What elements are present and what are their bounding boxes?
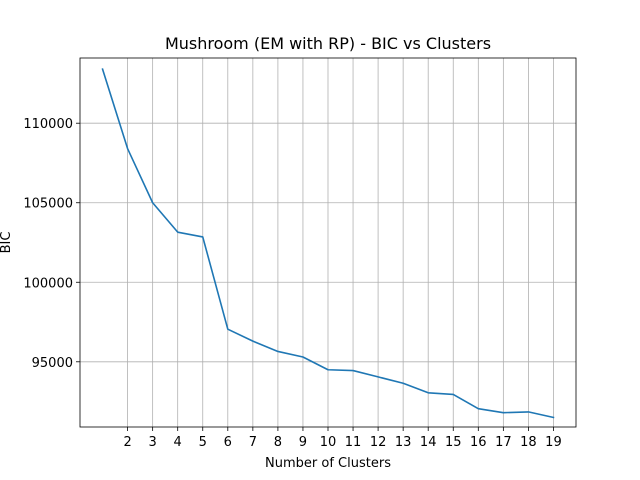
y-tick-label: 110000 <box>23 117 73 132</box>
x-tick-label: 15 <box>445 435 462 450</box>
x-tick-label: 17 <box>495 435 512 450</box>
grid-lines <box>80 58 576 427</box>
x-tick-label: 10 <box>320 435 337 450</box>
x-tick-label: 5 <box>199 435 207 450</box>
x-tick-label: 16 <box>470 435 487 450</box>
y-tick-label: 105000 <box>23 197 73 212</box>
y-axis-ticks: 95000 100000 105000 110000 <box>23 117 80 371</box>
y-tick-label: 100000 <box>23 276 73 291</box>
series-group <box>101 68 555 419</box>
x-tick-label: 12 <box>370 435 387 450</box>
x-tick-label: 7 <box>249 435 257 450</box>
y-tick-label: 95000 <box>32 356 73 371</box>
x-tick-label: 13 <box>395 435 412 450</box>
x-tick-label: 19 <box>545 435 562 450</box>
x-tick-label: 9 <box>299 435 307 450</box>
x-tick-label: 18 <box>520 435 537 450</box>
x-axis-ticks: 2 3 4 5 6 7 8 9 10 11 12 13 14 15 16 17 18 19 <box>123 427 562 450</box>
y-axis-label: BIC <box>0 232 14 254</box>
series-line <box>101 68 555 419</box>
x-tick-label: 3 <box>149 435 157 450</box>
x-tick-label: 2 <box>123 435 131 450</box>
x-tick-label: 4 <box>174 435 182 450</box>
x-tick-label: 6 <box>224 435 232 450</box>
x-axis-label: Number of Clusters <box>265 456 391 471</box>
chart-title: Mushroom (EM with RP) - BIC vs Clusters <box>165 34 491 53</box>
x-tick-label: 8 <box>274 435 282 450</box>
x-tick-label: 14 <box>420 435 437 450</box>
plot-frame <box>79 57 577 428</box>
x-tick-label: 11 <box>345 435 362 450</box>
